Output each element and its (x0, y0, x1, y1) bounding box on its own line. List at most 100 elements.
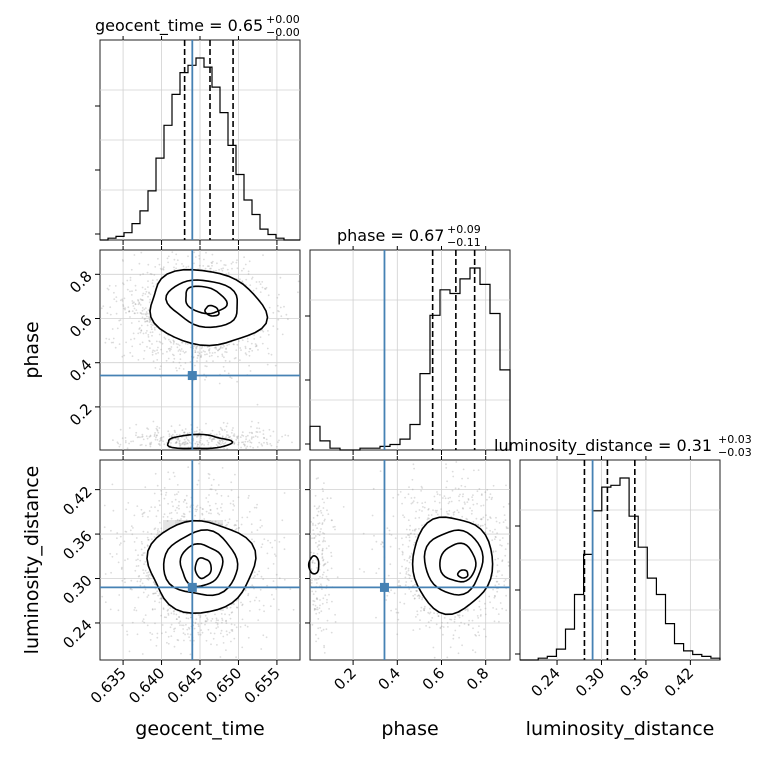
title-geocent-time-minus: −0.00 (266, 26, 300, 39)
scatter-point (267, 294, 270, 297)
scatter-point (160, 527, 163, 530)
scatter-point (195, 347, 197, 349)
scatter-point (408, 557, 411, 559)
scatter-point (493, 596, 496, 599)
scatter-point (262, 433, 265, 435)
scatter-point (250, 431, 253, 434)
scatter-point (154, 583, 157, 586)
scatter-point (253, 334, 256, 336)
scatter-point (241, 604, 244, 607)
scatter-point (460, 484, 463, 487)
scatter-point (326, 497, 329, 500)
scatter-point (131, 290, 133, 292)
scatter-point (403, 516, 406, 519)
scatter-point (501, 559, 504, 562)
scatter-point (437, 615, 440, 618)
scatter-point (263, 538, 266, 540)
scatter-point (216, 262, 218, 265)
scatter-point (334, 621, 337, 623)
scatter-point (168, 512, 171, 515)
scatter-point (233, 624, 236, 626)
scatter-point (317, 510, 320, 513)
scatter-point (156, 632, 159, 635)
scatter-point (170, 635, 173, 637)
scatter-point (342, 506, 345, 508)
scatter-point (478, 625, 480, 627)
scatter-point (197, 354, 200, 357)
scatter-point (241, 618, 244, 621)
scatter-point (461, 495, 464, 498)
scatter-point (233, 442, 236, 445)
y-tick-label: 0.4 (66, 356, 96, 386)
scatter-point (423, 609, 426, 612)
scatter-point (249, 610, 251, 612)
scatter-point (230, 432, 233, 434)
scatter-point (147, 334, 150, 336)
scatter-point (124, 437, 127, 439)
scatter-point (146, 596, 149, 598)
scatter-point (164, 494, 167, 496)
scatter-point (120, 568, 123, 570)
x-tick-label: 0.8 (463, 664, 493, 694)
scatter-point (196, 443, 199, 446)
scatter-point (399, 601, 401, 604)
scatter-point (446, 480, 448, 483)
scatter-point (182, 632, 185, 635)
scatter-point (156, 425, 159, 428)
scatter-point (387, 574, 390, 577)
scatter-point (129, 316, 131, 318)
scatter-point (137, 575, 140, 578)
scatter-point (147, 280, 149, 282)
scatter-point (201, 346, 204, 348)
scatter-point (323, 563, 326, 566)
scatter-point (462, 468, 465, 471)
scatter-point (173, 266, 175, 269)
scatter-point (256, 403, 259, 406)
scatter-point (266, 441, 268, 444)
scatter-point (221, 442, 224, 444)
scatter-point (176, 512, 179, 514)
scatter-point (212, 637, 215, 640)
scatter-point (230, 623, 233, 626)
scatter-point (211, 260, 214, 263)
scatter-point (179, 624, 181, 627)
scatter-point (412, 463, 415, 466)
scatter-point (274, 539, 276, 542)
scatter-point (276, 328, 279, 330)
scatter-point (472, 649, 474, 652)
scatter-point (183, 443, 186, 446)
scatter-point (167, 642, 170, 645)
title-geocent-time: geocent_time = 0.65 (95, 16, 263, 36)
scatter-point (147, 578, 150, 581)
scatter-point (173, 258, 176, 261)
scatter-point (240, 601, 242, 604)
scatter-point (334, 613, 336, 616)
scatter-point (140, 330, 143, 332)
scatter-point (186, 438, 189, 441)
scatter-point (227, 434, 230, 437)
scatter-point (219, 632, 222, 635)
scatter-point (128, 650, 131, 653)
scatter-point (372, 487, 375, 490)
scatter-point (156, 434, 158, 437)
scatter-point (501, 560, 504, 563)
scatter-point (271, 593, 273, 596)
scatter-point (426, 518, 429, 521)
scatter-point (497, 557, 499, 560)
scatter-point (401, 543, 404, 546)
contour-edge (307, 554, 320, 575)
scatter-point (498, 522, 501, 524)
scatter-point (126, 633, 129, 636)
scatter-point (172, 339, 175, 342)
scatter-point (315, 477, 318, 480)
scatter-point (149, 631, 152, 634)
scatter-point (158, 592, 161, 595)
scatter-point (162, 607, 165, 609)
scatter-point (151, 279, 154, 282)
scatter-point (175, 441, 178, 444)
scatter-point (481, 524, 484, 527)
scatter-point (450, 618, 453, 621)
scatter-point (158, 530, 161, 533)
scatter-point (142, 299, 144, 301)
